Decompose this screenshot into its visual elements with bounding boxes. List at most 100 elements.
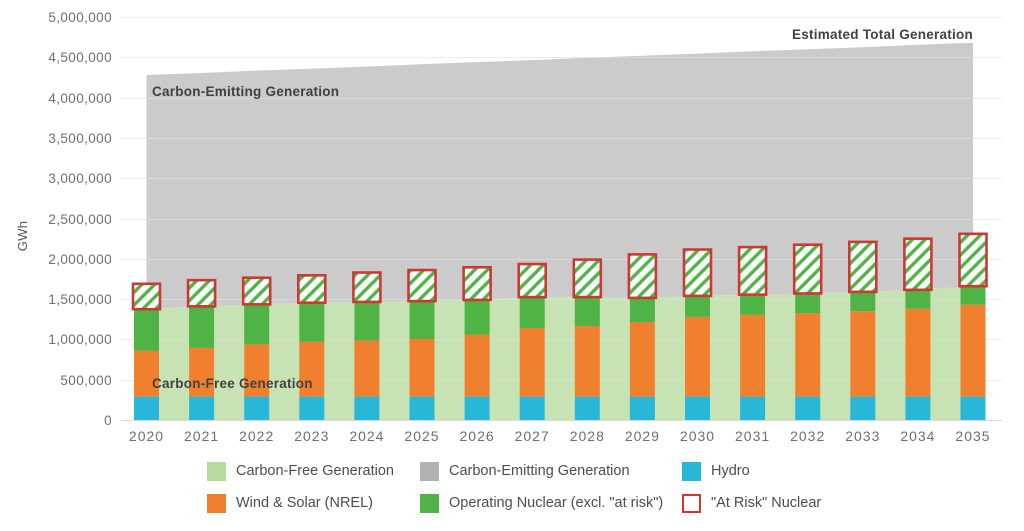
bar-segment-at-risk-nuclear-2021 <box>186 278 217 308</box>
y-tick-label: 3,000,000 <box>48 171 112 186</box>
bar-segment-wind-solar-2020 <box>134 350 159 397</box>
legend-column-3: Hydro "At Risk" Nuclear <box>682 462 821 513</box>
bar-segment-wind-solar-2026 <box>464 334 490 397</box>
bar-segment-at-risk-nuclear-2020 <box>131 282 162 311</box>
bar-segment-wind-solar-2025 <box>409 338 435 397</box>
annotation-carbon-free: Carbon-Free Generation <box>152 376 313 391</box>
x-tick-label-2028: 2028 <box>570 428 605 444</box>
bar-segment-hydro-2029 <box>629 396 655 420</box>
bar-segment-hydro-2032 <box>795 396 821 420</box>
legend-item-operating-nuclear: Operating Nuclear (excl. "at risk") <box>420 494 663 513</box>
x-tick-label-2025: 2025 <box>404 428 439 444</box>
bar-segment-wind-solar-2028 <box>574 326 600 397</box>
bar-segment-operating-nuclear-2035 <box>960 286 986 305</box>
x-tick-label-2031: 2031 <box>735 428 770 444</box>
bar-segment-hydro-2020 <box>134 396 159 420</box>
legend-item-at-risk: "At Risk" Nuclear <box>682 494 821 513</box>
stacked-bars <box>131 232 988 420</box>
legend-column-1: Carbon-Free Generation Wind & Solar (NRE… <box>207 462 394 513</box>
bar-segment-hydro-2033 <box>850 396 876 420</box>
y-axis-tick-labels: 0 500,000 1,000,000 1,500,000 2,000,000 2,500… <box>48 10 112 428</box>
bar-segment-at-risk-nuclear-2034 <box>903 237 933 292</box>
bar-segment-operating-nuclear-2033 <box>850 291 876 312</box>
bar-segment-operating-nuclear-2027 <box>519 297 545 329</box>
operating-nuclear-swatch-icon <box>420 494 439 513</box>
y-tick-label: 1,000,000 <box>48 332 112 347</box>
bar-segment-operating-nuclear-2023 <box>299 302 325 342</box>
bar-segment-operating-nuclear-2026 <box>464 299 490 335</box>
carbon-free-area <box>146 286 973 420</box>
bar-segment-hydro-2025 <box>409 396 435 420</box>
bar-segment-at-risk-nuclear-2028 <box>572 258 603 299</box>
area-layers <box>146 42 973 420</box>
legend-item-carbon-emitting: Carbon-Emitting Generation <box>420 462 663 481</box>
bar-segment-at-risk-nuclear-2033 <box>847 240 878 294</box>
bar-segment-wind-solar-2022 <box>244 344 270 397</box>
bar-segment-operating-nuclear-2030 <box>685 295 710 317</box>
y-tick-label: 2,500,000 <box>48 212 112 227</box>
bar-segment-hydro-2035 <box>960 396 986 420</box>
x-tick-label-2030: 2030 <box>680 428 715 444</box>
legend-item-wind-solar: Wind & Solar (NREL) <box>207 494 394 513</box>
bar-segment-at-risk-nuclear-2029 <box>627 253 658 300</box>
bar-segment-wind-solar-2027 <box>519 328 545 397</box>
bar-segment-operating-nuclear-2028 <box>574 297 600 327</box>
bar-segment-wind-solar-2035 <box>960 304 986 397</box>
carbon-emitting-swatch-icon <box>420 462 439 481</box>
carbon-free-swatch-icon <box>207 462 226 481</box>
bar-segment-wind-solar-2021 <box>189 347 215 397</box>
bar-segment-operating-nuclear-2024 <box>354 301 380 341</box>
bar-segment-wind-solar-2031 <box>740 314 766 397</box>
bar-segment-at-risk-nuclear-2024 <box>352 271 382 304</box>
y-tick-label: 5,000,000 <box>48 10 112 25</box>
bar-segment-hydro-2021 <box>189 396 215 420</box>
legend-label: Carbon-Free Generation <box>236 463 394 479</box>
bar-segment-hydro-2026 <box>464 396 490 420</box>
y-tick-label: 4,000,000 <box>48 91 112 106</box>
x-tick-label-2033: 2033 <box>845 428 880 444</box>
bar-segment-wind-solar-2030 <box>685 316 710 397</box>
bar-segment-hydro-2027 <box>519 396 545 420</box>
bar-segment-wind-solar-2024 <box>354 340 380 397</box>
bar-segment-at-risk-nuclear-2025 <box>407 268 437 303</box>
bar-segment-operating-nuclear-2020 <box>134 309 159 351</box>
y-tick-label: 2,000,000 <box>48 252 112 267</box>
bar-segment-hydro-2024 <box>354 396 380 420</box>
y-axis-unit-label: GWh <box>15 221 30 252</box>
x-tick-label-2021: 2021 <box>184 428 219 444</box>
x-tick-label-2026: 2026 <box>460 428 495 444</box>
bar-segment-operating-nuclear-2029 <box>629 297 655 323</box>
x-axis-year-labels: 2020 2021 2022 2023 2024 2025 2026 2027 2028 2029… <box>129 428 990 444</box>
legend-label: "At Risk" Nuclear <box>711 495 822 511</box>
bar-segment-at-risk-nuclear-2031 <box>737 245 768 296</box>
bar-segment-hydro-2022 <box>244 396 270 420</box>
x-tick-label-2034: 2034 <box>900 428 935 444</box>
hydro-swatch-icon <box>682 462 701 481</box>
bar-segment-wind-solar-2023 <box>299 341 325 397</box>
bar-segment-wind-solar-2034 <box>905 308 931 397</box>
wind-solar-swatch-icon <box>207 494 226 513</box>
x-tick-label-2020: 2020 <box>129 428 164 444</box>
at-risk-swatch-icon <box>682 494 701 513</box>
bar-segment-at-risk-nuclear-2022 <box>241 276 272 306</box>
bar-segment-hydro-2031 <box>740 396 766 420</box>
chart-plot-area: 0 500,000 1,000,000 1,500,000 2,000,000 2,500… <box>15 10 1002 444</box>
annotation-carbon-emitting: Carbon-Emitting Generation <box>152 84 339 99</box>
carbon-emitting-area <box>146 42 973 310</box>
legend-item-hydro: Hydro <box>682 462 821 481</box>
legend-label: Carbon-Emitting Generation <box>449 463 630 479</box>
bar-segment-hydro-2034 <box>905 396 931 420</box>
bar-segment-at-risk-nuclear-2030 <box>682 248 713 298</box>
x-tick-label-2022: 2022 <box>239 428 274 444</box>
x-tick-label-2035: 2035 <box>955 428 990 444</box>
legend-label: Wind & Solar (NREL) <box>236 495 373 511</box>
y-tick-label: 4,500,000 <box>48 50 112 65</box>
bar-segment-at-risk-nuclear-2035 <box>958 232 988 288</box>
bar-segment-operating-nuclear-2021 <box>189 306 215 348</box>
x-tick-label-2029: 2029 <box>625 428 660 444</box>
bar-segment-operating-nuclear-2022 <box>244 304 270 345</box>
bar-segment-wind-solar-2032 <box>795 313 821 397</box>
y-tick-label: 500,000 <box>60 373 112 388</box>
bar-segment-operating-nuclear-2025 <box>409 301 435 339</box>
